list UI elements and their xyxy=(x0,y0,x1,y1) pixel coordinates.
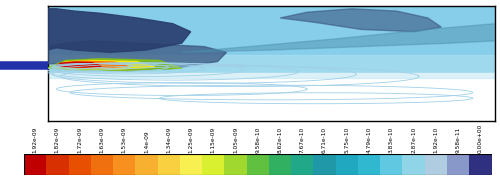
Bar xyxy=(336,154,358,175)
Polygon shape xyxy=(48,55,495,78)
Polygon shape xyxy=(48,41,226,71)
Text: 1.63e-09: 1.63e-09 xyxy=(100,126,104,153)
Text: 1.92e-09: 1.92e-09 xyxy=(32,126,38,153)
Bar xyxy=(447,154,469,175)
Polygon shape xyxy=(48,9,191,52)
Text: 6.71e-10: 6.71e-10 xyxy=(322,127,327,153)
Bar xyxy=(291,154,314,175)
Bar xyxy=(158,154,180,175)
Bar xyxy=(269,154,291,175)
Text: 8.62e-10: 8.62e-10 xyxy=(278,126,282,153)
Text: 1.92e-10: 1.92e-10 xyxy=(434,126,438,153)
Text: 1.72e-09: 1.72e-09 xyxy=(77,126,82,153)
Bar xyxy=(380,154,402,175)
Polygon shape xyxy=(56,60,155,69)
Bar xyxy=(224,154,246,175)
Polygon shape xyxy=(280,9,442,32)
Text: 1.25e-09: 1.25e-09 xyxy=(188,126,194,153)
Polygon shape xyxy=(56,61,128,68)
Text: 1.53e-09: 1.53e-09 xyxy=(122,126,126,153)
Text: 1.34e-09: 1.34e-09 xyxy=(166,126,171,153)
Bar xyxy=(469,154,492,175)
Bar xyxy=(180,154,202,175)
Text: 3.83e-10: 3.83e-10 xyxy=(389,126,394,153)
Text: 1.4e-09: 1.4e-09 xyxy=(144,130,149,153)
Text: 7.67e-10: 7.67e-10 xyxy=(300,126,305,153)
Bar xyxy=(91,154,113,175)
Text: 1.82e-09: 1.82e-09 xyxy=(55,126,60,153)
Bar xyxy=(202,154,224,175)
Bar xyxy=(136,154,158,175)
Text: 1.15e-09: 1.15e-09 xyxy=(210,126,216,153)
Bar xyxy=(24,154,46,175)
Text: 9.58e-11: 9.58e-11 xyxy=(456,126,460,153)
Bar xyxy=(46,154,68,175)
Text: 9.58e-10: 9.58e-10 xyxy=(256,126,260,153)
Polygon shape xyxy=(48,73,495,121)
Text: 2.87e-10: 2.87e-10 xyxy=(411,126,416,153)
Text: 4.79e-10: 4.79e-10 xyxy=(366,126,372,153)
Bar xyxy=(314,154,336,175)
Bar xyxy=(68,154,91,175)
Bar xyxy=(246,154,269,175)
Polygon shape xyxy=(182,24,495,52)
Text: 5.75e-10: 5.75e-10 xyxy=(344,126,350,153)
Polygon shape xyxy=(56,62,101,67)
Bar xyxy=(424,154,447,175)
Polygon shape xyxy=(48,59,182,71)
Text: 0.00e+00: 0.00e+00 xyxy=(478,123,483,153)
Bar xyxy=(358,154,380,175)
Text: 1.05e-09: 1.05e-09 xyxy=(233,126,238,153)
Bar xyxy=(113,154,136,175)
Bar xyxy=(402,154,424,175)
